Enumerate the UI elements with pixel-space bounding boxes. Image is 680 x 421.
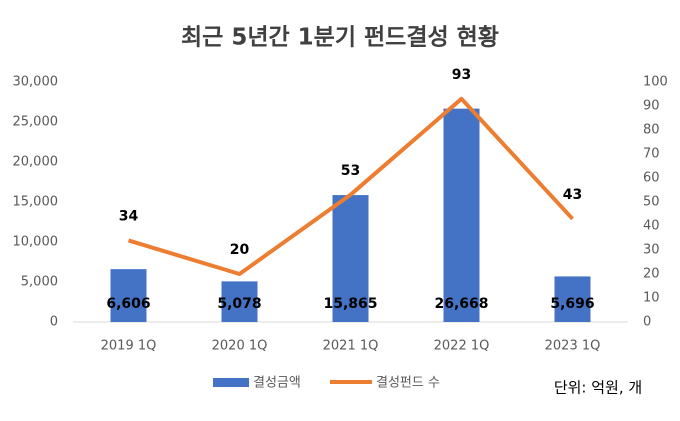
y2-tick-label: 20 (643, 267, 660, 282)
data-label: 6,606 (106, 296, 150, 312)
legend-label: 결성펀드 수 (376, 376, 440, 391)
y-tick-label: 30,000 (13, 75, 59, 90)
y-tick-label: 25,000 (13, 115, 59, 130)
y-tick-label: 15,000 (13, 195, 59, 210)
y2-tick-label: 0 (643, 315, 651, 330)
data-label: 93 (452, 67, 471, 83)
bar (110, 269, 147, 322)
bar (221, 281, 258, 322)
x-tick-label: 2020 1Q (212, 339, 268, 354)
y-tick-label: 10,000 (13, 235, 59, 250)
y-tick-label: 20,000 (13, 155, 59, 170)
y2-tick-label: 80 (643, 123, 660, 138)
y2-tick-label: 100 (643, 75, 668, 90)
data-label: 26,668 (434, 296, 488, 312)
line (127, 96, 574, 276)
x-tick-label: 2022 1Q (434, 339, 490, 354)
y-tick-label: 0 (50, 315, 58, 330)
y2-tick-label: 30 (643, 243, 660, 258)
bar (332, 195, 369, 322)
data-label: 43 (563, 187, 582, 203)
x-tick-label: 2019 1Q (101, 339, 157, 354)
chart-title: 최근 5년간 1분기 펀드결성 현황 (181, 25, 499, 51)
y2-tick-label: 10 (643, 291, 660, 306)
data-label: 20 (230, 242, 250, 258)
data-label: 5,696 (550, 296, 594, 312)
y-tick-label: 5,000 (21, 275, 58, 290)
y2-tick-label: 40 (643, 219, 660, 234)
unit-note: 단위: 억원, 개 (554, 379, 642, 397)
y2-tick-label: 50 (643, 195, 660, 210)
bar (554, 276, 591, 322)
y2-tick-label: 70 (643, 147, 660, 162)
data-label: 15,865 (323, 296, 377, 312)
y2-tick-label: 60 (643, 171, 660, 186)
x-tick-label: 2023 1Q (545, 339, 601, 354)
data-label: 5,078 (217, 296, 261, 312)
y2-tick-label: 90 (643, 99, 660, 114)
bar (443, 108, 480, 322)
legend-label: 결성금액 (253, 376, 301, 391)
data-label: 53 (341, 163, 360, 179)
legend-swatch (213, 378, 249, 387)
x-tick-label: 2021 1Q (323, 339, 379, 354)
data-label: 34 (119, 208, 139, 224)
